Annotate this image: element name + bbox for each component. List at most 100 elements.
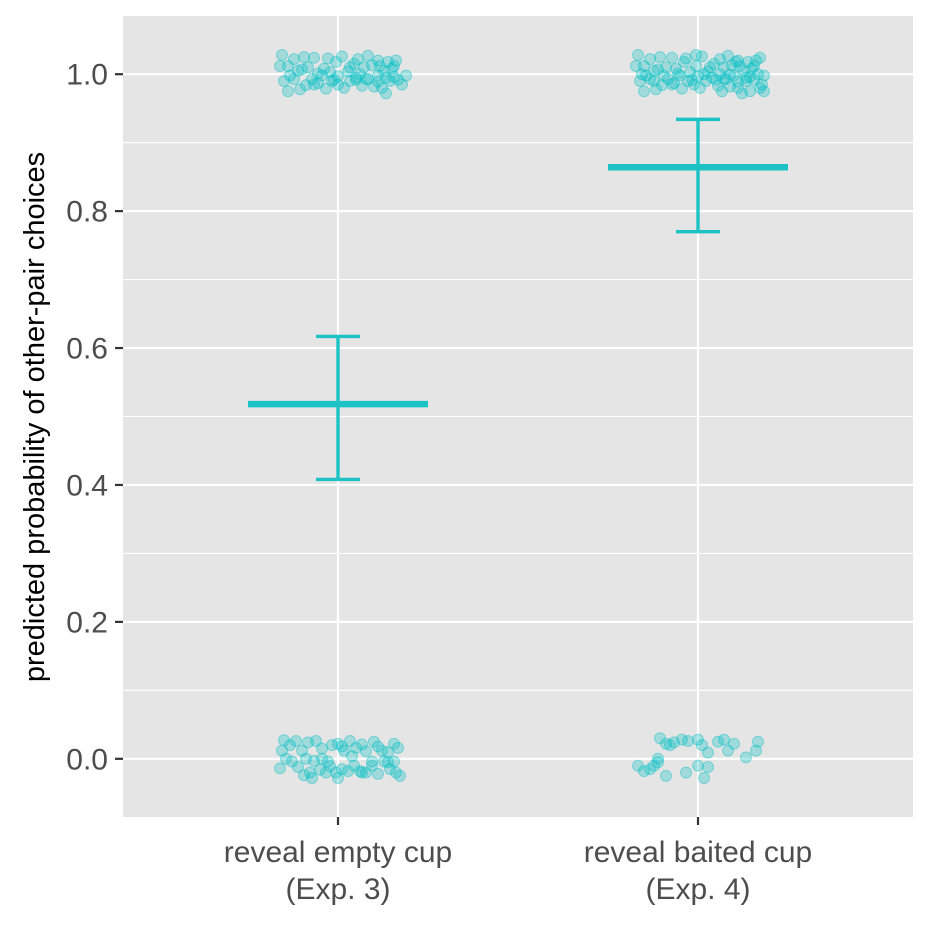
data-point bbox=[378, 64, 390, 77]
data-point bbox=[388, 60, 400, 72]
x-tick-label-line: reveal baited cup bbox=[584, 836, 813, 869]
data-point bbox=[700, 75, 712, 87]
data-point bbox=[366, 759, 378, 772]
minor-gridlines bbox=[123, 142, 913, 691]
data-point bbox=[638, 765, 650, 778]
data-point bbox=[350, 741, 362, 754]
data-point bbox=[360, 745, 372, 758]
data-point bbox=[702, 65, 714, 78]
data-point bbox=[706, 71, 718, 84]
data-point bbox=[292, 64, 304, 77]
data-point bbox=[728, 69, 740, 82]
data-point bbox=[654, 51, 666, 64]
data-point bbox=[652, 756, 664, 769]
data-point bbox=[276, 49, 288, 61]
x-tick-label-line: reveal empty cup bbox=[224, 836, 452, 869]
data-point bbox=[636, 68, 648, 81]
data-point bbox=[716, 85, 728, 98]
data-point bbox=[730, 55, 742, 68]
data-point bbox=[756, 78, 768, 91]
data-point bbox=[362, 49, 374, 62]
data-point bbox=[714, 53, 726, 66]
data-point bbox=[280, 752, 292, 765]
data-point bbox=[690, 49, 702, 61]
data-point bbox=[648, 759, 660, 772]
data-point bbox=[680, 52, 692, 65]
data-point bbox=[656, 79, 668, 92]
data-point bbox=[710, 73, 722, 86]
data-point bbox=[376, 744, 388, 757]
data-point bbox=[332, 737, 344, 750]
data-point bbox=[354, 765, 366, 778]
data-point bbox=[298, 51, 310, 64]
data-point bbox=[658, 69, 670, 82]
data-point bbox=[308, 78, 320, 91]
data-point bbox=[320, 82, 332, 95]
data-point bbox=[368, 80, 380, 93]
data-point bbox=[278, 75, 290, 87]
data-point bbox=[288, 53, 300, 66]
data-point bbox=[346, 750, 358, 763]
data-points bbox=[274, 49, 770, 784]
data-point bbox=[676, 82, 688, 95]
data-point bbox=[386, 62, 398, 75]
data-point bbox=[744, 85, 756, 98]
data-point bbox=[712, 735, 724, 748]
data-point bbox=[296, 744, 308, 757]
data-point bbox=[750, 54, 762, 67]
data-point bbox=[390, 54, 402, 67]
data-point bbox=[740, 71, 752, 84]
data-point bbox=[740, 75, 752, 87]
data-point bbox=[630, 60, 642, 72]
data-point bbox=[682, 75, 694, 87]
data-point bbox=[336, 763, 348, 776]
data-point bbox=[302, 61, 314, 74]
data-point bbox=[718, 73, 730, 85]
data-point bbox=[276, 744, 288, 757]
data-point bbox=[758, 69, 770, 82]
data-point bbox=[722, 744, 734, 757]
data-point bbox=[368, 735, 380, 748]
data-point bbox=[284, 69, 296, 82]
summary-marker bbox=[608, 117, 788, 234]
data-point bbox=[278, 734, 290, 747]
data-point bbox=[356, 766, 368, 779]
data-point bbox=[684, 66, 696, 79]
data-point bbox=[356, 738, 368, 751]
data-point bbox=[692, 733, 704, 746]
data-point bbox=[632, 49, 644, 61]
data-point bbox=[372, 767, 384, 780]
data-point bbox=[316, 69, 328, 82]
data-point bbox=[378, 755, 390, 768]
data-point bbox=[324, 66, 336, 79]
data-point bbox=[308, 51, 320, 64]
summary-marker bbox=[248, 334, 428, 482]
x-tick-label: reveal empty cup (Exp. 3) bbox=[224, 836, 452, 906]
data-point bbox=[394, 769, 406, 782]
data-point bbox=[372, 740, 384, 753]
data-point bbox=[306, 73, 318, 85]
data-point bbox=[344, 61, 356, 74]
y-tick-label: 0.4 bbox=[66, 469, 108, 502]
data-point bbox=[752, 68, 764, 81]
data-point bbox=[634, 75, 646, 87]
data-point bbox=[366, 59, 378, 72]
data-point bbox=[672, 67, 684, 80]
data-point bbox=[732, 54, 744, 67]
data-point bbox=[692, 70, 704, 83]
data-point bbox=[330, 766, 342, 779]
data-point bbox=[702, 746, 714, 759]
data-point bbox=[332, 78, 344, 91]
data-point bbox=[300, 752, 312, 765]
data-point bbox=[348, 57, 360, 70]
data-point bbox=[388, 70, 400, 83]
data-point bbox=[696, 739, 708, 752]
data-point bbox=[728, 737, 740, 750]
data-point bbox=[316, 742, 328, 755]
data-point bbox=[330, 55, 342, 68]
data-point bbox=[758, 85, 770, 98]
data-point bbox=[332, 70, 344, 83]
data-point bbox=[320, 766, 332, 779]
data-point bbox=[660, 61, 672, 74]
data-point bbox=[754, 51, 766, 64]
